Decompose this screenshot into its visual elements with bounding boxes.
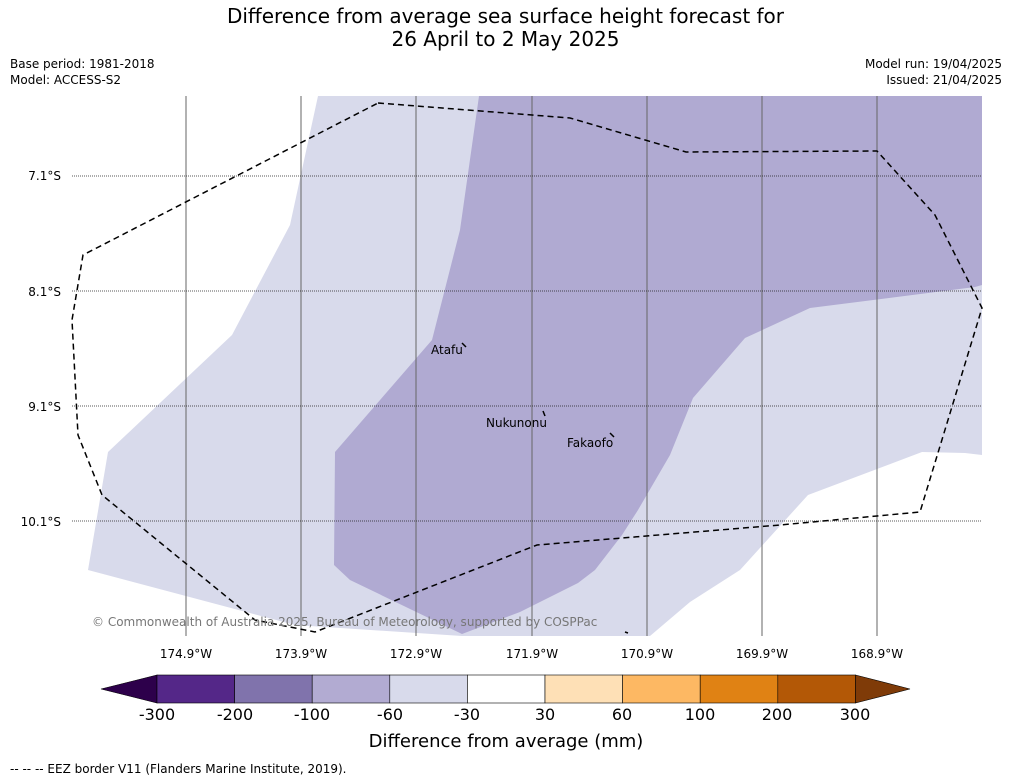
map-area: Atafu Nukunonu Fakaofo © Commonwealth of… bbox=[71, 96, 983, 636]
lat-label: 8.1°S bbox=[28, 285, 61, 299]
model-run: Model run: 19/04/2025 bbox=[864, 57, 1002, 71]
longitude-gridlines bbox=[185, 96, 878, 636]
latitude-gridlines bbox=[72, 175, 982, 522]
colorbar-tick: -100 bbox=[294, 705, 330, 724]
colorbar-tick: 60 bbox=[612, 705, 632, 724]
colorbar-tick: 200 bbox=[762, 705, 793, 724]
longitude-labels: 174.9°W 173.9°W 172.9°W 171.9°W 170.9°W … bbox=[160, 647, 903, 661]
colorbar-segment bbox=[311, 674, 391, 704]
chart-title: Difference from average sea surface heig… bbox=[0, 5, 1011, 51]
colorbar-tick: -300 bbox=[139, 705, 175, 724]
lon-label: 174.9°W bbox=[160, 647, 212, 661]
colorbar-segment bbox=[234, 674, 313, 704]
colorbar-tick: -60 bbox=[377, 705, 403, 724]
eez-legend-footer: -- -- -- EEZ border V11 (Flanders Marine… bbox=[10, 762, 347, 776]
lon-label: 168.9°W bbox=[851, 647, 903, 661]
lon-label: 173.9°W bbox=[275, 647, 327, 661]
small-island-marker bbox=[624, 631, 629, 634]
colorbar-tick: 300 bbox=[840, 705, 871, 724]
colorbar-extend-max bbox=[855, 674, 911, 704]
anomaly-region-medium bbox=[334, 96, 982, 634]
lon-label: 170.9°W bbox=[621, 647, 673, 661]
colorbar-tick: 30 bbox=[535, 705, 555, 724]
meta-right: Model run: 19/04/2025 Issued: 21/04/2025 bbox=[865, 56, 1002, 88]
colorbar-segment bbox=[699, 674, 779, 704]
atafu-island-marker bbox=[461, 342, 467, 348]
colorbar-tick-labels: -300 -200 -100 -60 -30 30 60 100 200 300 bbox=[139, 705, 870, 724]
colorbar-segment bbox=[467, 674, 546, 704]
copyright-text: © Commonwealth of Australia 2025, Bureau… bbox=[92, 615, 597, 629]
colorbar-tick: -30 bbox=[454, 705, 480, 724]
lat-label: 7.1°S bbox=[28, 169, 61, 183]
colorbar-extend-min bbox=[100, 674, 158, 704]
colorbar bbox=[100, 674, 911, 704]
base-period: Base period: 1981-2018 bbox=[10, 57, 155, 71]
latitude-labels: 7.1°S 8.1°S 9.1°S 10.1°S bbox=[21, 169, 61, 529]
title-line-1: Difference from average sea surface heig… bbox=[226, 4, 785, 28]
fakaofo-label: Fakaofo bbox=[567, 436, 613, 450]
colorbar-title: Difference from average (mm) bbox=[369, 731, 644, 752]
atafu-label: Atafu bbox=[431, 343, 463, 357]
lon-label: 172.9°W bbox=[390, 647, 442, 661]
model-name: Model: ACCESS-S2 bbox=[10, 73, 122, 87]
eez-border bbox=[71, 102, 983, 633]
nukunonu-island-marker bbox=[542, 410, 546, 417]
colorbar-segment bbox=[156, 674, 235, 704]
lon-label: 169.9°W bbox=[736, 647, 788, 661]
nukunonu-label: Nukunonu bbox=[486, 416, 547, 430]
colorbar-tick: -200 bbox=[217, 705, 253, 724]
colorbar-segment bbox=[544, 674, 623, 704]
title-line-2: 26 April to 2 May 2025 bbox=[391, 27, 620, 51]
lon-label: 171.9°W bbox=[506, 647, 558, 661]
meta-left: Base period: 1981-2018 Model: ACCESS-S2 bbox=[10, 56, 155, 88]
colorbar-segment bbox=[622, 674, 701, 704]
lat-label: 10.1°S bbox=[21, 515, 61, 529]
fakaofo-island-marker bbox=[609, 432, 615, 438]
issued-date: Issued: 21/04/2025 bbox=[886, 73, 1002, 87]
colorbar-tick: 100 bbox=[685, 705, 716, 724]
colorbar-segment bbox=[777, 674, 856, 704]
lat-label: 9.1°S bbox=[28, 400, 61, 414]
colorbar-segment bbox=[389, 674, 468, 704]
